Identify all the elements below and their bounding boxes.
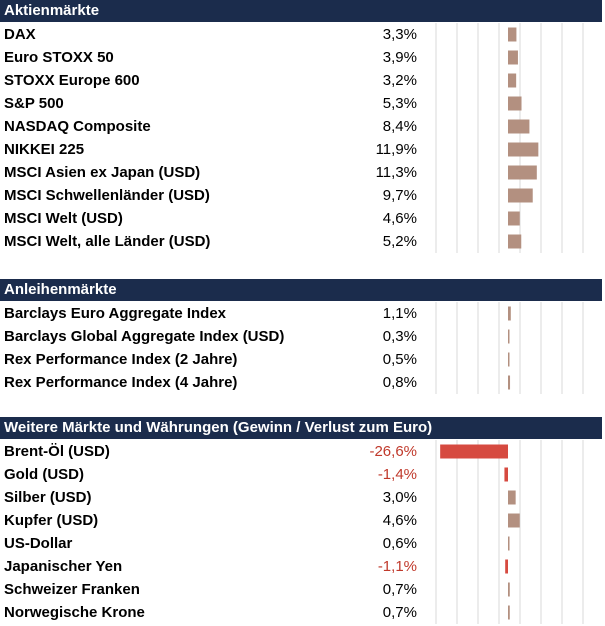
row-label: US-Dollar bbox=[4, 535, 73, 552]
bar bbox=[508, 329, 510, 344]
table-row: DAX 3,3% bbox=[0, 23, 605, 46]
row-value: 0,7% bbox=[382, 604, 417, 621]
bar bbox=[508, 536, 510, 551]
table-row: Japanischer Yen -1,1% bbox=[0, 555, 605, 578]
table-row: NIKKEI 225 11,9% bbox=[0, 138, 605, 161]
table-row: MSCI Asien ex Japan (USD) 11,3% bbox=[0, 161, 605, 184]
table-row: Barclays Euro Aggregate Index 1,1% bbox=[0, 302, 605, 325]
bar bbox=[504, 467, 508, 482]
row-value: -1,4% bbox=[377, 466, 417, 483]
row-value: 0,8% bbox=[382, 374, 417, 391]
row-label: Brent-Öl (USD) bbox=[4, 443, 110, 460]
section-header: Weitere Märkte und Währungen (Gewinn / V… bbox=[0, 417, 602, 439]
table-row: Kupfer (USD) 4,6% bbox=[0, 509, 605, 532]
table-row: Norwegische Krone 0,7% bbox=[0, 601, 605, 624]
section-header: Aktienmärkte bbox=[0, 0, 602, 22]
row-value: 4,6% bbox=[382, 512, 417, 529]
table-row: Rex Performance Index (2 Jahre) 0,5% bbox=[0, 348, 605, 371]
row-value: 5,3% bbox=[382, 95, 417, 112]
bar-chart bbox=[435, 23, 584, 253]
table-row: MSCI Schwellenländer (USD) 9,7% bbox=[0, 184, 605, 207]
row-label: Silber (USD) bbox=[4, 489, 92, 506]
row-label: Norwegische Krone bbox=[4, 604, 145, 621]
table-row: Silber (USD) 3,0% bbox=[0, 486, 605, 509]
row-label: Kupfer (USD) bbox=[4, 512, 99, 529]
table-row: Brent-Öl (USD) -26,6% bbox=[0, 440, 605, 463]
row-value: 9,7% bbox=[382, 187, 417, 204]
row-value: 1,1% bbox=[382, 305, 417, 322]
bar bbox=[508, 352, 510, 367]
section-3: Weitere Märkte und Währungen (Gewinn / V… bbox=[0, 417, 605, 624]
table-row: STOXX Europe 600 3,2% bbox=[0, 69, 605, 92]
section-2: Anleihenmärkte Barclays Euro Aggregate In… bbox=[0, 279, 605, 394]
table-row: Rex Performance Index (4 Jahre) 0,8% bbox=[0, 371, 605, 394]
row-label: MSCI Schwellenländer (USD) bbox=[4, 187, 210, 204]
row-value: 5,2% bbox=[382, 233, 417, 250]
row-value: 11,9% bbox=[375, 141, 417, 158]
bar bbox=[508, 375, 511, 390]
row-label: NIKKEI 225 bbox=[4, 141, 85, 158]
bar bbox=[508, 96, 522, 111]
row-label: STOXX Europe 600 bbox=[4, 72, 140, 89]
bar bbox=[508, 234, 522, 249]
bar bbox=[508, 605, 510, 620]
bar bbox=[508, 513, 520, 528]
row-label: Barclays Euro Aggregate Index bbox=[4, 305, 227, 322]
bar bbox=[508, 188, 533, 203]
bar bbox=[508, 490, 516, 505]
section-header: Anleihenmärkte bbox=[0, 279, 602, 301]
table-row: Euro STOXX 50 3,9% bbox=[0, 46, 605, 69]
row-label: S&P 500 bbox=[4, 95, 64, 112]
row-value: 0,3% bbox=[382, 328, 417, 345]
row-value: 3,3% bbox=[382, 26, 417, 43]
row-value: 8,4% bbox=[382, 118, 417, 135]
bar bbox=[508, 142, 539, 157]
bar bbox=[508, 73, 517, 88]
row-label: Rex Performance Index (4 Jahre) bbox=[4, 374, 238, 391]
row-value: -1,1% bbox=[377, 558, 417, 575]
bar bbox=[505, 559, 508, 574]
table-row: NASDAQ Composite 8,4% bbox=[0, 115, 605, 138]
bar bbox=[508, 119, 530, 134]
row-value: 11,3% bbox=[375, 164, 417, 181]
bar-chart bbox=[435, 440, 584, 624]
row-value: 4,6% bbox=[382, 210, 417, 227]
row-label: MSCI Welt, alle Länder (USD) bbox=[4, 233, 211, 250]
bar-chart bbox=[435, 302, 584, 394]
table-row: MSCI Welt, alle Länder (USD) 5,2% bbox=[0, 230, 605, 253]
row-label: Schweizer Franken bbox=[4, 581, 140, 598]
row-value: 3,2% bbox=[382, 72, 417, 89]
bar bbox=[508, 50, 518, 65]
table-row: Barclays Global Aggregate Index (USD) 0,3… bbox=[0, 325, 605, 348]
row-value: 0,5% bbox=[382, 351, 417, 368]
row-value: 0,6% bbox=[382, 535, 417, 552]
row-label: Japanischer Yen bbox=[4, 558, 123, 575]
table-row: Schweizer Franken 0,7% bbox=[0, 578, 605, 601]
table-row: MSCI Welt (USD) 4,6% bbox=[0, 207, 605, 230]
row-label: MSCI Asien ex Japan (USD) bbox=[4, 164, 201, 181]
row-label: MSCI Welt (USD) bbox=[4, 210, 123, 227]
row-value: 3,0% bbox=[382, 489, 417, 506]
bar bbox=[508, 211, 520, 226]
bar bbox=[508, 27, 517, 42]
bar bbox=[440, 444, 508, 459]
table-row: US-Dollar 0,6% bbox=[0, 532, 605, 555]
row-label: Rex Performance Index (2 Jahre) bbox=[4, 351, 238, 368]
bar bbox=[508, 306, 511, 321]
row-label: NASDAQ Composite bbox=[4, 118, 151, 135]
bar bbox=[508, 582, 510, 597]
row-value: -26,6% bbox=[369, 443, 417, 460]
row-label: Euro STOXX 50 bbox=[4, 49, 114, 66]
row-value: 0,7% bbox=[382, 581, 417, 598]
section-1: Aktienmärkte DAX 3,3% Euro STOXX 50 3,9% STOX… bbox=[0, 0, 605, 253]
bar bbox=[508, 165, 537, 180]
table-row: S&P 500 5,3% bbox=[0, 92, 605, 115]
table-row: Gold (USD) -1,4% bbox=[0, 463, 605, 486]
row-label: Gold (USD) bbox=[4, 466, 84, 483]
row-label: DAX bbox=[4, 26, 36, 43]
row-value: 3,9% bbox=[382, 49, 417, 66]
row-label: Barclays Global Aggregate Index (USD) bbox=[4, 328, 285, 345]
